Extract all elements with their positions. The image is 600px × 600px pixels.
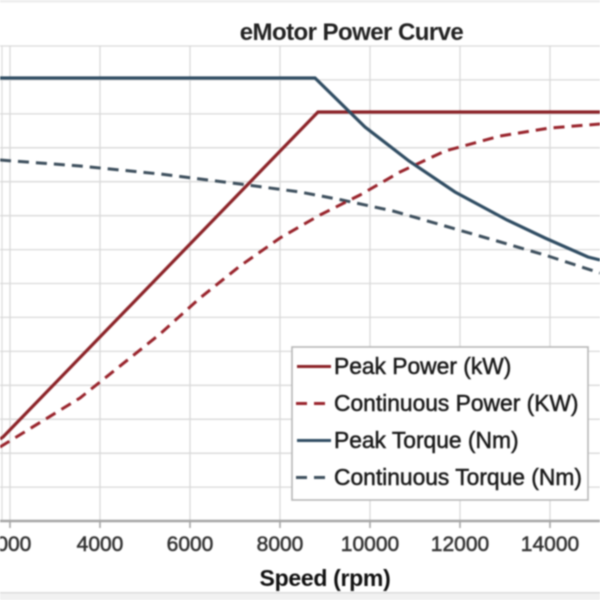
svg-text:12000: 12000 bbox=[431, 533, 489, 556]
svg-text:14000: 14000 bbox=[521, 533, 579, 556]
svg-text:6000: 6000 bbox=[167, 533, 214, 556]
svg-text:Speed (rpm): Speed (rpm) bbox=[260, 565, 391, 591]
svg-text:Peak Power (kW): Peak Power (kW) bbox=[334, 353, 511, 379]
svg-text:4000: 4000 bbox=[77, 533, 124, 556]
svg-text:2000: 2000 bbox=[0, 533, 31, 556]
svg-text:eMotor Power Curve: eMotor Power Curve bbox=[240, 19, 464, 46]
svg-text:8000: 8000 bbox=[257, 533, 304, 556]
svg-text:10000: 10000 bbox=[341, 533, 399, 556]
svg-text:Continuous Power (KW): Continuous Power (KW) bbox=[334, 390, 579, 416]
svg-text:Peak Torque (Nm): Peak Torque (Nm) bbox=[334, 427, 519, 453]
svg-text:Continuous Torque (Nm): Continuous Torque (Nm) bbox=[334, 464, 582, 490]
